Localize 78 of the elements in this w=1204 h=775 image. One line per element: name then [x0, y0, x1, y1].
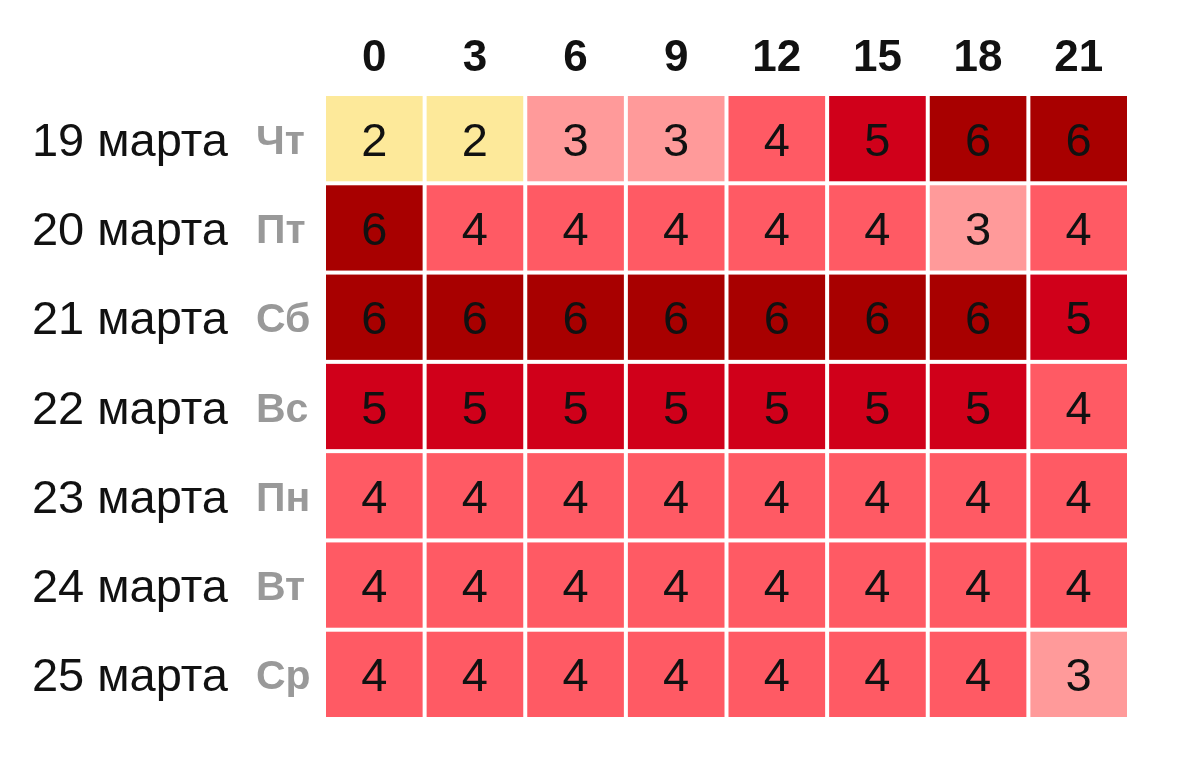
data-label: 4 [361, 648, 388, 702]
data-label: 6 [1065, 112, 1092, 166]
data-label: 4 [562, 469, 589, 523]
y-tick-label: 20 марта [31, 201, 229, 255]
y2-tick-label: Ср [256, 652, 311, 699]
y-tick-label: 23 марта [31, 469, 229, 523]
data-label: 4 [864, 469, 891, 523]
y-tick-label: 22 марта [31, 380, 229, 434]
x-tick-label: 21 [1054, 31, 1104, 80]
y-tick-label: 21 марта [31, 291, 229, 345]
data-label: 4 [964, 469, 992, 523]
y-tick-label: 19 марта [31, 112, 229, 166]
data-label: 6 [763, 291, 790, 345]
data-label: 4 [1065, 380, 1092, 434]
data-label: 4 [562, 559, 589, 613]
x-tick-label: 18 [953, 31, 1003, 80]
data-label: 3 [562, 112, 589, 166]
data-label: 3 [663, 112, 690, 166]
data-label: 4 [461, 201, 489, 255]
data-label: 4 [763, 559, 790, 613]
y2-tick-label: Вс [256, 384, 309, 431]
data-label: 4 [864, 201, 891, 255]
data-label: 6 [864, 291, 891, 345]
data-label: 6 [964, 291, 992, 345]
y2-tick-label: Пт [256, 205, 306, 252]
y-tick-label: 25 марта [31, 648, 229, 702]
x-tick-label: 9 [663, 31, 689, 80]
x-tick-label: 0 [362, 31, 387, 80]
data-label: 4 [562, 201, 589, 255]
data-label: 5 [1065, 291, 1092, 345]
data-label: 4 [763, 112, 790, 166]
data-label: 5 [964, 380, 992, 434]
y2-tick-label: Сб [256, 295, 311, 342]
x-tick-label: 12 [752, 31, 802, 80]
data-label: 5 [864, 112, 891, 166]
data-label: 4 [663, 648, 690, 702]
data-label: 5 [461, 380, 489, 434]
data-label: 4 [964, 559, 992, 613]
data-label: 6 [562, 291, 589, 345]
y-tick-label: 24 марта [31, 559, 229, 613]
data-label: 6 [964, 112, 992, 166]
data-label: 4 [663, 469, 690, 523]
data-label: 4 [562, 648, 589, 702]
data-label: 4 [361, 559, 388, 613]
data-label: 6 [461, 291, 489, 345]
data-label: 4 [663, 559, 690, 613]
data-label: 5 [763, 380, 790, 434]
data-label: 5 [361, 380, 388, 434]
data-label: 5 [864, 380, 891, 434]
data-label: 3 [964, 201, 992, 255]
y2-tick-label: Чт [256, 116, 305, 163]
data-label: 4 [864, 648, 891, 702]
data-label: 4 [1065, 469, 1092, 523]
data-label: 4 [663, 201, 690, 255]
data-label: 4 [763, 469, 790, 523]
data-label: 4 [763, 648, 790, 702]
x-tick-label: 15 [852, 31, 902, 80]
data-label: 2 [361, 112, 388, 166]
data-label: 5 [562, 380, 589, 434]
data-label: 3 [1065, 648, 1092, 702]
data-label: 4 [1065, 559, 1092, 613]
data-label: 4 [461, 648, 489, 702]
data-label: 4 [361, 469, 388, 523]
data-label: 6 [361, 201, 388, 255]
data-label: 4 [1065, 201, 1092, 255]
x-tick-label: 3 [462, 31, 488, 80]
y2-tick-label: Пн [256, 473, 311, 520]
data-label: 2 [461, 112, 489, 166]
y2-tick-label: Вт [256, 563, 306, 610]
data-label: 4 [461, 559, 489, 613]
x-tick-label: 6 [563, 31, 588, 80]
data-label: 4 [461, 469, 489, 523]
data-label: 6 [663, 291, 690, 345]
data-label: 4 [763, 201, 790, 255]
data-label: 4 [964, 648, 992, 702]
data-label: 4 [864, 559, 891, 613]
data-label: 5 [663, 380, 690, 434]
data-label: 6 [361, 291, 388, 345]
